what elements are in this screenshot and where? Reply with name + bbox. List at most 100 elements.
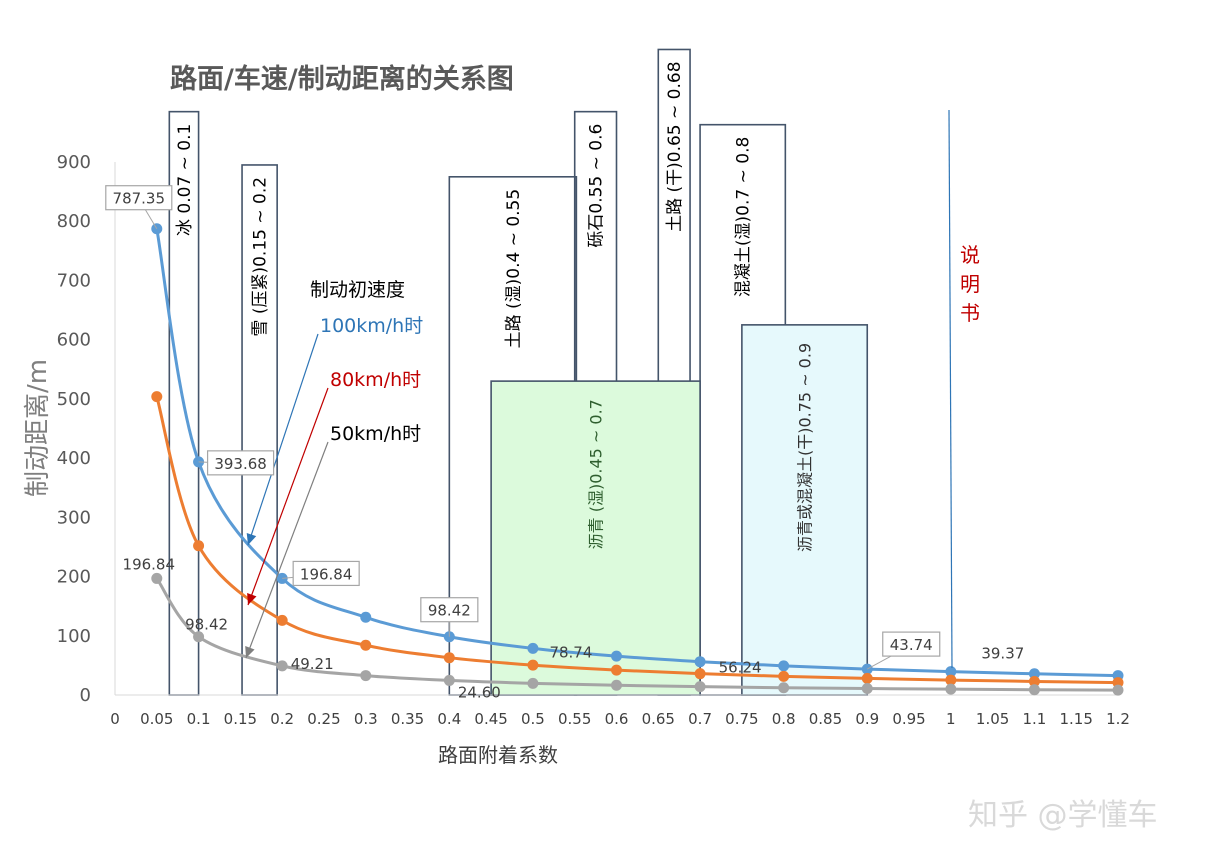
svg-text:100km/h时: 100km/h时 [320,315,423,337]
data-point [778,660,790,672]
x-tick-label: 0 [110,710,120,728]
data-point [1028,668,1040,680]
data-point [694,681,706,693]
zone-label: 土路 (干)0.65 ~ 0.68 [665,61,685,231]
zone-6: 沥青 (湿)0.45 ~ 0.7 [490,380,701,696]
data-point [778,682,790,694]
x-tick-label: 0.9 [855,710,879,728]
data-label: 98.42 [185,616,228,634]
note-char: 说 [960,243,980,267]
surface-zones: 冰 0.07 ~ 0.1 雪 (压紧)0.15 ~ 0.2 土路 (湿)0.4 ~ … [168,48,869,696]
zone-7: 沥青或混凝土(干)0.75 ~ 0.9 [741,324,869,696]
data-labels: 787.35 393.68 196.84 98.42 78.74 56.24 43.74 39… [105,185,1024,701]
x-tick-label: 0.85 [809,710,842,728]
x-tick-label: 0.75 [725,710,758,728]
x-tick-label: 0.35 [391,710,424,728]
data-point [945,683,957,695]
data-point [193,540,205,552]
legend-item-2: 50km/h时 [245,423,421,659]
y-tick-label: 300 [57,507,91,528]
series-points [151,223,1124,696]
data-label: 393.68 [198,450,275,476]
data-point [945,666,957,678]
x-tick-label: 1 [946,710,956,728]
svg-text:98.42: 98.42 [185,616,228,634]
x-tick-label: 0.65 [642,710,675,728]
data-point [527,659,539,671]
zone-label: 冰 0.07 ~ 0.1 [175,124,195,236]
x-tick-label: 0.05 [140,710,173,728]
zone-label: 沥青或混凝土(干)0.75 ~ 0.9 [796,343,815,552]
svg-text:787.35: 787.35 [113,190,166,208]
x-tick-label: 0.55 [558,710,591,728]
y-tick-label: 200 [57,567,91,588]
data-point [611,664,622,676]
y-tick-label: 900 [57,152,91,173]
svg-text:39.37: 39.37 [981,645,1024,663]
data-point [1112,677,1124,689]
svg-text:196.84: 196.84 [123,555,176,573]
x-tick-label: 0.15 [224,710,257,728]
data-label: 49.21 [291,655,334,673]
x-tick-label: 0.1 [187,710,211,728]
axes: 0 100 200 300 400 500 600 700 800 900 0 0.05 0.1 0.15… [57,152,1130,728]
data-point [360,611,372,623]
data-point [1112,684,1124,696]
data-label: 24.60 [458,683,501,701]
svg-text:50km/h时: 50km/h时 [330,423,421,445]
x-tick-label: 0.5 [521,710,545,728]
x-tick-label: 0.2 [270,710,294,728]
data-point [861,683,873,695]
data-label: 56.24 [719,659,762,677]
zone-label: 砾石0.55 ~ 0.6 [587,124,607,248]
data-point [151,391,163,403]
data-point [611,679,622,691]
data-point [443,674,455,686]
data-point [694,668,706,680]
note-char: 明 [960,272,980,296]
x-tick-label: 0.45 [474,710,507,728]
chart-title: 路面/车速/制动距离的关系图 [170,63,514,95]
svg-text:43.74: 43.74 [890,636,933,654]
data-point [360,639,372,651]
x-tick-label: 1.1 [1022,710,1046,728]
data-point [694,656,706,668]
svg-text:98.42: 98.42 [428,602,471,620]
data-label: 196.84 [282,560,360,587]
legend: 制动初速度 100km/h时 80km/h时 50km/h时 [245,279,423,659]
x-tick-label: 0.7 [688,710,712,728]
y-tick-label: 400 [57,448,91,469]
data-point [945,674,957,686]
data-label: 39.37 [981,645,1024,663]
data-point [151,572,163,584]
y-tick-label: 500 [57,389,91,410]
data-point [360,670,372,682]
data-point [276,660,288,672]
x-tick-label: 1.2 [1106,710,1130,728]
data-label: 43.74 [867,631,941,670]
data-label: 98.42 [420,597,479,637]
x-tick-label: 0.4 [437,710,461,728]
y-tick-label: 800 [57,211,91,232]
data-label: 78.74 [549,643,592,661]
x-tick-label: 1.05 [976,710,1009,728]
svg-text:24.60: 24.60 [458,683,501,701]
y-axis-title: 制动距离/m [23,359,53,497]
data-point [276,614,288,626]
data-point [527,642,539,654]
svg-text:196.84: 196.84 [300,565,353,583]
svg-text:78.74: 78.74 [549,643,592,661]
x-tick-label: 0.25 [307,710,340,728]
zone-box [741,324,869,696]
y-tick-label: 600 [57,330,91,351]
x-tick-label: 0.95 [892,710,925,728]
data-point [527,677,539,689]
data-point [193,631,205,643]
y-tick-label: 0 [80,685,91,706]
data-label: 196.84 [123,555,176,573]
data-point [443,652,455,664]
legend-item-1: 80km/h时 [247,369,421,606]
legend-title: 制动初速度 [310,279,405,301]
zone-label: 混凝土(湿)0.7 ~ 0.8 [734,137,754,297]
